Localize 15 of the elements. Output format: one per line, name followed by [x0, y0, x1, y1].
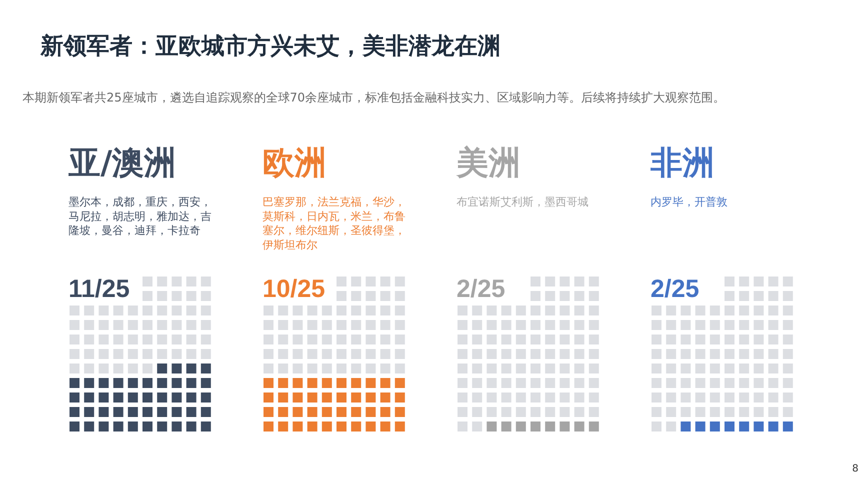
text: 8: [852, 464, 859, 474]
text: 布宜诺斯艾利斯，墨西哥城: [456, 196, 588, 208]
text: 新领军者：亚欧城市方兴未艾，美非潜龙在渊: [40, 32, 500, 60]
category-label: 非洲: [650, 144, 714, 182]
category-label: 欧洲: [262, 144, 326, 182]
data-label: 2/25: [650, 275, 700, 303]
category-label: 美洲: [456, 144, 520, 182]
data-label: 10/25: [262, 275, 326, 303]
text: 内罗毕，开普敦: [650, 196, 728, 208]
data-label: 2/25: [456, 275, 506, 303]
text: 墨尔本，成都，重庆，西安，马尼拉，胡志明，雅加达，吉隆坡，曼谷，迪拜，卡拉奇: [68, 196, 212, 238]
text: 本期新领军者共25座城市，遴选自追踪观察的全球70余座城市，标准包括金融科技实力、区域影响力等。后续将持续扩大观察范围。: [22, 90, 726, 104]
text: 巴塞罗那，法兰克福，华沙，莫斯科，日内瓦，米兰，布鲁塞尔，维尔纽斯，圣彼得堡，伊斯坦布尔: [262, 196, 406, 252]
data-label: 11/25: [68, 275, 130, 303]
category-label: 亚/澳洲: [68, 144, 176, 182]
